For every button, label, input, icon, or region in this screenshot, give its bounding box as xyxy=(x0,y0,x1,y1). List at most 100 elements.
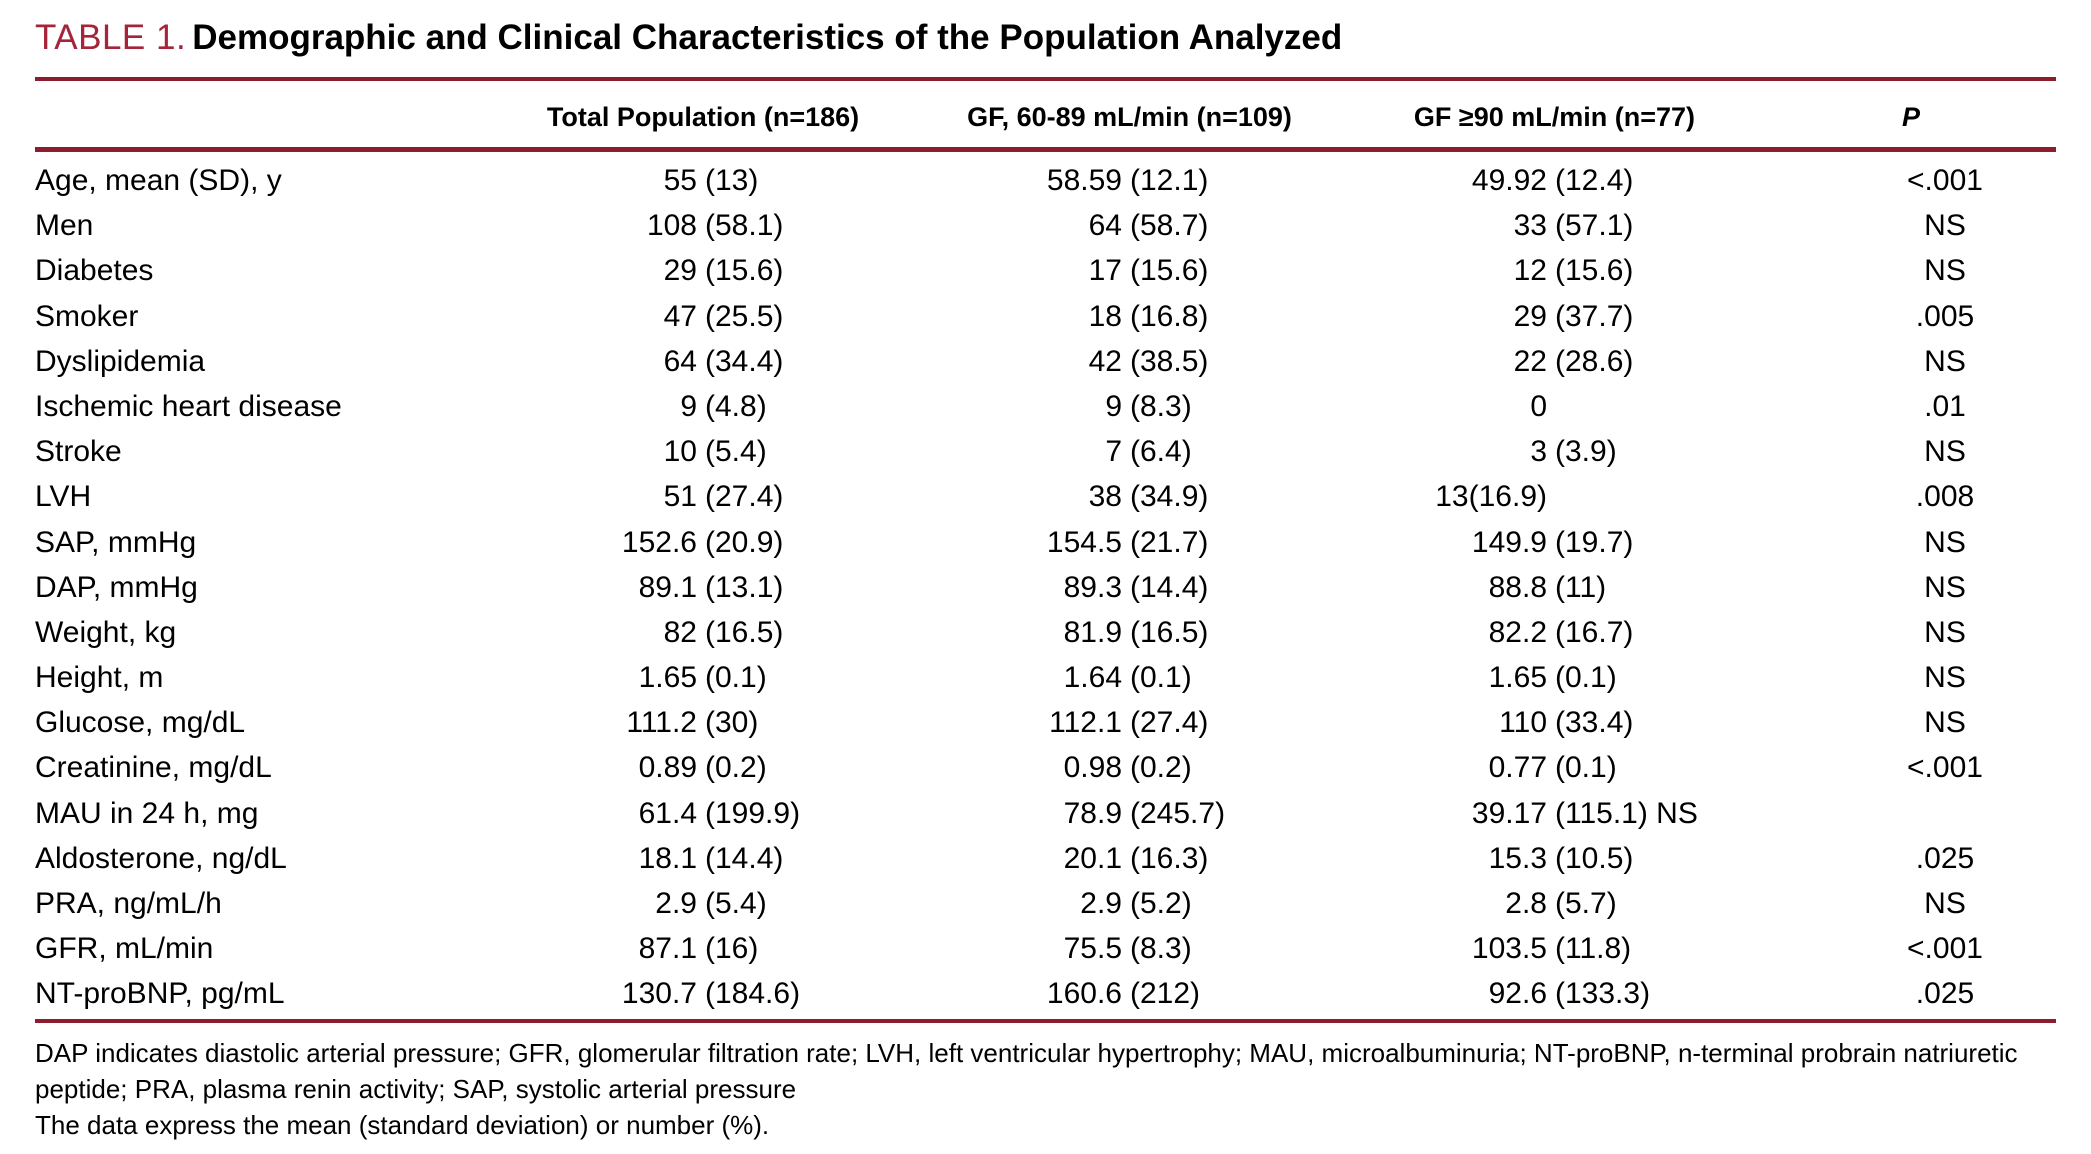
table-row: Glucose, mg/dL 111.2 (30) 112.1 (27.4) 110… xyxy=(35,700,2056,745)
cell-total-population: 9 (4.8) xyxy=(680,389,767,423)
cell-total-population: 55 (13) xyxy=(663,164,759,197)
row-label: Weight, kg xyxy=(35,615,177,649)
top-rule xyxy=(35,77,2056,81)
footnotes: DAP indicates diastolic arterial pressur… xyxy=(35,1035,2056,1143)
cell-p-value: NS xyxy=(1924,344,1966,378)
cell-gf-90: 13(16.9) xyxy=(1435,480,1547,514)
cell-total-population: 18.1 (14.4) xyxy=(638,841,784,875)
table-row: Ischemic heart disease 9 (4.8) 9 (8.3) 0 .… xyxy=(35,384,2056,429)
cell-p-value: NS xyxy=(1924,706,1966,740)
table-row: MAU in 24 h, mg 61.4 (199.9) 78.9 (245.7) … xyxy=(35,791,2056,836)
header-rule xyxy=(35,147,2056,152)
cell-p-value: <.001 xyxy=(1907,751,1983,785)
cell-gf-60-89: 7 (6.4) xyxy=(1105,435,1192,469)
cell-p-value: NS xyxy=(1924,570,1966,604)
bottom-rule xyxy=(35,1018,2056,1023)
cell-gf-60-89: 18 (16.8) xyxy=(1088,299,1209,333)
cell-p-value: NS xyxy=(1924,887,1966,920)
cell-gf-90: 3 (3.9) xyxy=(1530,435,1617,469)
cell-p-value: NS xyxy=(1924,661,1966,695)
footnote-abbreviations-line-1: DAP indicates diastolic arterial pressur… xyxy=(35,1037,2018,1068)
cell-total-population: 64 (34.4) xyxy=(663,344,784,378)
col-header-gf-90: GF ≥90 mL/min (n=77) xyxy=(1413,101,1696,132)
cell-gf-60-89: 38 (34.9) xyxy=(1088,480,1209,514)
cell-p-value: NS xyxy=(1924,254,1966,288)
cell-gf-60-89: 42 (38.5) xyxy=(1088,344,1209,378)
row-label: Dyslipidemia xyxy=(35,344,206,378)
row-label: Height, m xyxy=(35,661,164,695)
row-label: SAP, mmHg xyxy=(35,525,197,559)
col-header-p-value: P xyxy=(1901,101,1920,132)
cell-gf-90: 12 (15.6) xyxy=(1513,254,1634,288)
cell-total-population: 10 (5.4) xyxy=(663,435,767,469)
footnote-abbreviations-line-2: peptide; PRA, plasma renin activity; SAP… xyxy=(35,1073,797,1104)
cell-gf-60-89: 1.64 (0.1) xyxy=(1063,661,1192,695)
table-row: Men 108 (58.1) 64 (58.7) 33 (57.1) NS xyxy=(35,203,2056,248)
cell-gf-90: 49.92 (12.4) xyxy=(1471,164,1634,197)
cell-gf-90: 88.8 (11) xyxy=(1488,570,1607,604)
table-row: DAP, mmHg 89.1 (13.1) 89.3 (14.4) 88.8 (11)… xyxy=(35,565,2056,610)
cell-p-value: .008 xyxy=(1915,480,1975,514)
cell-gf-60-89: 154.5 (21.7) xyxy=(1046,525,1209,559)
cell-p-value: .005 xyxy=(1915,299,1975,333)
cell-total-population: 130.7 (184.6) xyxy=(621,977,801,1011)
table-row: Weight, kg 82 (16.5) 81.9 (16.5) 82.2 (16.7… xyxy=(35,610,2056,655)
row-label: MAU in 24 h, mg xyxy=(35,796,259,830)
table-row: GFR, mL/min 87.1 (16) 75.5 (8.3) 103.5 (11.… xyxy=(35,926,2056,971)
cell-gf-60-89: 75.5 (8.3) xyxy=(1063,932,1192,966)
cell-p-value: NS xyxy=(1924,209,1966,243)
table-row: SAP, mmHg 152.6 (20.9) 154.5 (21.7) 149.9(… xyxy=(35,520,2056,565)
cell-gf-90: 22 (28.6) xyxy=(1513,344,1634,378)
cell-p-value: .01 xyxy=(1924,389,1966,423)
cell-gf-90: 149.9 (19.7) xyxy=(1471,525,1634,559)
cell-gf-90: 103.5 (11.8) xyxy=(1471,932,1632,966)
cell-gf-60-89: 160.6 (212) xyxy=(1046,977,1201,1011)
cell-p-value: NS xyxy=(1924,615,1966,649)
cell-total-population: 0.89 (0.2) xyxy=(638,751,767,785)
table-row: Aldosterone, ng/dL 18.1 (14.4) 20.1 (16.3)… xyxy=(35,836,2056,881)
cell-gf-60-89: 58.59 (12.1) xyxy=(1046,164,1209,197)
cell-gf-60-89: 112.1 (27.4) xyxy=(1049,706,1209,740)
row-label: LVH xyxy=(35,480,92,514)
cell-gf-60-89: 20.1 (16.3) xyxy=(1063,841,1209,875)
table-row: Dyslipidemia 64 (34.4) 42 (38.5) 22 (28.6) … xyxy=(35,339,2056,384)
cell-gf-90: 29 (37.7) xyxy=(1513,299,1634,333)
cell-total-population: 2.9 (5.4) xyxy=(655,887,767,920)
cell-gf-90: 39.17 (115.1) NS xyxy=(1471,796,1698,830)
footnote-data-format: The data express the mean (standard devi… xyxy=(35,1109,770,1140)
cell-total-population: 29 (15.6) xyxy=(663,254,784,288)
table-row: Stroke 10 (5.4) 7 (6.4) 3 (3.9) NS xyxy=(35,429,2056,474)
row-label: Aldosterone, ng/dL xyxy=(35,841,287,875)
cell-gf-60-89: 9 (8.3) xyxy=(1105,389,1192,423)
table-row: Age, mean (SD), y 55 (13) 58.59 (12.1) 49.… xyxy=(35,158,2056,203)
cell-gf-90: 15.3 (10.5) xyxy=(1488,841,1634,875)
cell-gf-60-89: 78.9 (245.7) xyxy=(1063,796,1226,830)
row-label: GFR, mL/min xyxy=(35,932,214,966)
row-label: PRA, ng/mL/h xyxy=(35,887,222,920)
row-label: Men xyxy=(35,209,94,243)
cell-total-population: 1.65 (0.1) xyxy=(638,661,767,695)
cell-gf-60-89: 64 (58.7) xyxy=(1088,209,1209,243)
table-caption: Demographic and Clinical Characteristics… xyxy=(192,18,1343,57)
col-header-total-population: Total Population (n=186) xyxy=(546,101,860,132)
row-label: Stroke xyxy=(35,435,122,469)
table-row: PRA, ng/mL/h 2.9 (5.4) 2.9 (5.2) 2.8 (5.7) … xyxy=(35,881,2056,926)
col-header-gf-60-89: GF, 60-89 mL/min (n=109) xyxy=(967,101,1292,132)
cell-total-population: 87.1 (16) xyxy=(638,932,759,966)
cell-gf-90: 92.6 (133.3) xyxy=(1488,977,1651,1011)
cell-gf-90: 0 xyxy=(1530,389,1547,423)
table-body: Age, mean (SD), y 55 (13) 58.59 (12.1) 49.… xyxy=(35,158,2056,1017)
cell-gf-60-89: 0.98 (0.2) xyxy=(1063,751,1192,785)
row-label: Creatinine, mg/dL xyxy=(35,751,272,785)
table-row: LVH 51 (27.4) 38 (34.9) 13(16.9) .008 xyxy=(35,474,2056,519)
cell-total-population: 152.6 (20.9) xyxy=(621,525,784,559)
table-row: Creatinine, mg/dL 0.89 (0.2) 0.98 (0.2) 0.… xyxy=(35,745,2056,790)
cell-total-population: 82 (16.5) xyxy=(663,615,784,649)
row-label: Glucose, mg/dL xyxy=(35,706,246,740)
cell-total-population: 47 (25.5) xyxy=(663,299,784,333)
cell-gf-90: 0.77 (0.1) xyxy=(1488,751,1617,785)
cell-gf-60-89: 2.9 (5.2) xyxy=(1080,887,1192,920)
cell-total-population: 51 (27.4) xyxy=(663,480,784,514)
cell-p-value: .025 xyxy=(1915,841,1975,875)
